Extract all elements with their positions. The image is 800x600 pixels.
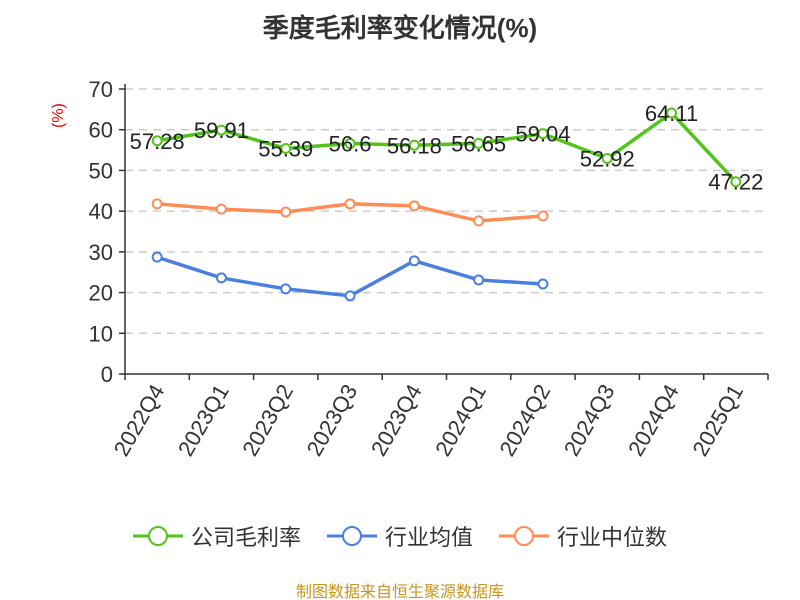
legend: 公司毛利率 行业均值 行业中位数	[0, 520, 800, 552]
data-point	[730, 176, 742, 188]
source-note: 制图数据来自恒生聚源数据库	[295, 584, 504, 600]
y-tick-label: 60	[89, 118, 113, 143]
legend-marker-icon	[132, 526, 183, 546]
data-point	[215, 272, 227, 284]
x-tick-label: 2024Q3	[559, 380, 620, 460]
legend-item[interactable]: 行业中位数	[499, 520, 667, 552]
legend-label: 行业中位数	[557, 525, 668, 550]
x-tick-label: 2023Q4	[366, 380, 427, 460]
data-point	[408, 200, 420, 212]
y-tick-label: 70	[89, 77, 113, 102]
data-point	[151, 198, 163, 210]
data-point	[537, 278, 549, 290]
legend-label: 公司毛利率	[190, 525, 301, 550]
data-point	[666, 107, 678, 119]
series-line	[156, 110, 738, 183]
data-label: 56.18	[387, 133, 442, 158]
data-point	[473, 137, 485, 149]
data-point	[537, 210, 549, 222]
y-tick-label: 10	[89, 321, 113, 346]
legend-item[interactable]: 公司毛利率	[132, 520, 301, 552]
data-label: 57.28	[130, 129, 185, 154]
data-label: 47.22	[708, 170, 763, 195]
x-tick-label: 2024Q2	[494, 380, 555, 460]
data-label: 64.11	[645, 101, 698, 126]
data-point	[344, 138, 356, 150]
data-point	[215, 203, 227, 215]
data-point	[408, 139, 420, 151]
data-label: 59.91	[194, 118, 249, 143]
data-point	[601, 153, 613, 165]
data-point	[473, 274, 485, 286]
data-label: 52.92	[580, 147, 635, 172]
data-point	[280, 206, 292, 218]
y-tick-label: 40	[89, 199, 113, 224]
data-point	[151, 135, 163, 147]
legend-label: 行业均值	[384, 525, 473, 550]
data-point	[344, 290, 356, 302]
x-tick-label: 2023Q1	[173, 380, 234, 460]
y-tick-label: 50	[89, 158, 113, 183]
series-line	[156, 255, 544, 298]
x-tick-label: 2024Q4	[623, 380, 684, 460]
legend-item[interactable]: 行业均值	[326, 520, 473, 552]
data-label: 59.04	[515, 122, 570, 147]
chart-title: 季度毛利率变化情况(%)	[262, 13, 538, 43]
x-tick-label: 2024Q1	[430, 380, 491, 460]
x-tick-label: 2023Q2	[237, 380, 298, 460]
data-point	[151, 251, 163, 263]
data-label: 55.39	[258, 136, 313, 161]
data-point	[537, 128, 549, 140]
x-tick-label: 2023Q3	[302, 380, 363, 460]
data-label: 56.6	[329, 132, 372, 157]
data-point	[344, 198, 356, 210]
data-point	[280, 142, 292, 154]
data-point	[280, 283, 292, 295]
data-point	[215, 124, 227, 136]
y-tick-label: 0	[101, 362, 113, 387]
x-tick-label: 2025Q1	[687, 380, 748, 460]
x-tick-label: 2022Q4	[109, 380, 170, 460]
legend-marker-icon	[499, 526, 549, 546]
data-point	[473, 215, 485, 227]
data-label: 56.65	[451, 131, 506, 156]
legend-marker-icon	[326, 526, 377, 546]
y-tick-label: 20	[89, 281, 113, 306]
data-point	[408, 255, 420, 267]
y-tick-label: 30	[89, 240, 113, 265]
